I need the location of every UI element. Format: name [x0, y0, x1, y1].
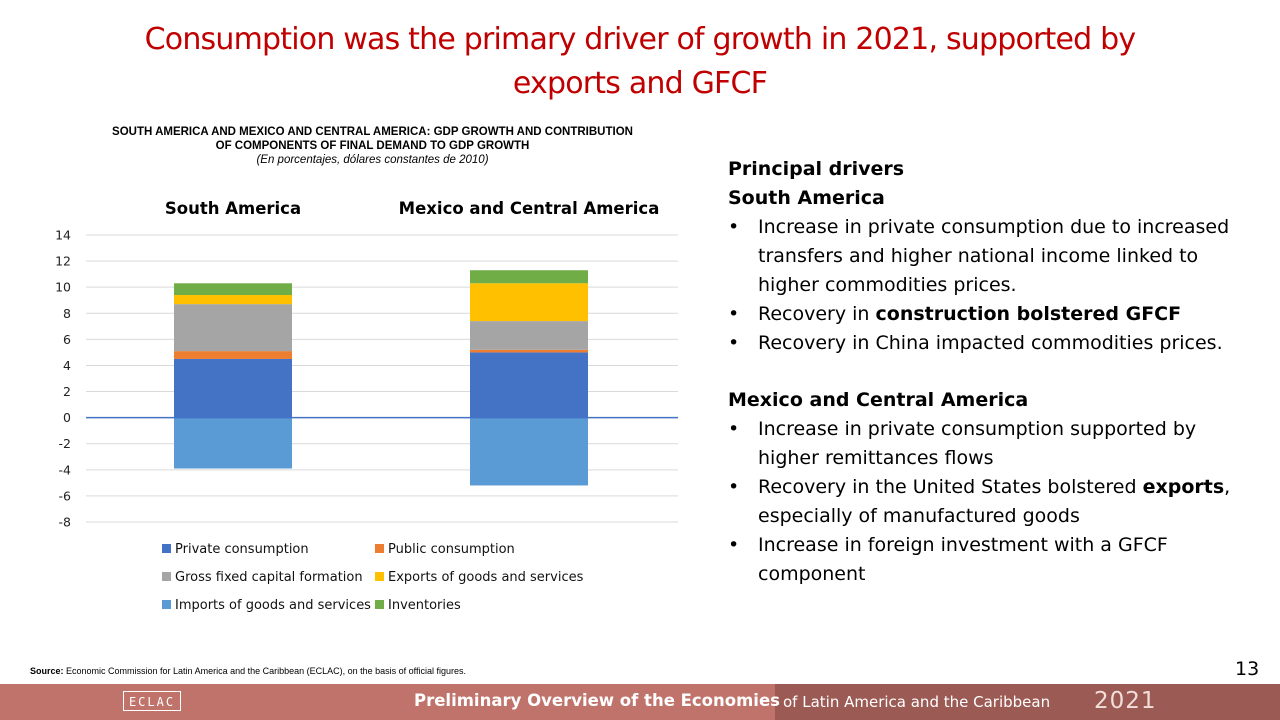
legend-item-private-consumption: Private consumption — [162, 542, 309, 557]
y-tick-label: 10 — [55, 280, 71, 295]
bar-segment — [470, 417, 588, 486]
bar-segment — [174, 283, 292, 296]
legend-swatch-public-consumption — [375, 544, 384, 553]
legend-swatch-inventories — [375, 600, 384, 609]
y-tick-label: 8 — [63, 306, 71, 321]
mexico-central-america-list: Increase in private consumption supporte… — [728, 415, 1258, 589]
page-number: 13 — [1235, 658, 1260, 680]
bullet-text: Recovery in — [758, 303, 876, 325]
chart-header: SOUTH AMERICA AND MEXICO AND CENTRAL AME… — [40, 125, 705, 167]
bar-segment — [174, 351, 292, 359]
y-tick-label: 2 — [63, 384, 71, 399]
chart-title-line2: OF COMPONENTS OF FINAL DEMAND TO GDP GRO… — [215, 140, 530, 152]
list-item: Recovery in construction bolstered GFCF — [728, 300, 1258, 329]
bar-segment — [174, 417, 292, 469]
list-item: Increase in foreign investment with a GF… — [728, 531, 1258, 589]
legend-item-imports: Imports of goods and services — [162, 598, 371, 613]
list-item: Recovery in China impacted commodities p… — [728, 329, 1258, 358]
legend-label-private-consumption: Private consumption — [175, 542, 309, 557]
bar-segment — [470, 352, 588, 418]
legend-label-imports: Imports of goods and services — [175, 598, 371, 613]
bar-segment — [470, 270, 588, 284]
legend-item-exports: Exports of goods and services — [375, 570, 583, 585]
legend-label-gfcf: Gross fixed capital formation — [175, 570, 363, 585]
slide-title-line1: Consumption was the primary driver of gr… — [144, 22, 1137, 57]
south-america-heading: South America — [728, 187, 885, 209]
category-labels: South America Mexico and Central America — [165, 199, 659, 218]
bar-segment — [174, 295, 292, 305]
footer-title: Preliminary Overview of the Economies — [414, 691, 780, 710]
stacked-bar-chart: 14 12 10 8 6 4 2 0 -2 -4 -6 -8 South America Mexico … — [55, 199, 678, 530]
y-tick-label: 14 — [55, 228, 71, 243]
legend-swatch-private-consumption — [162, 544, 171, 553]
chart-title-line1: SOUTH AMERICA AND MEXICO AND CENTRAL AME… — [112, 126, 633, 138]
mexico-central-america-heading: Mexico and Central America — [728, 389, 1029, 411]
y-axis-ticks: 14 12 10 8 6 4 2 0 -2 -4 -6 -8 — [55, 228, 71, 530]
source-text: Economic Commission for Latin America an… — [63, 666, 467, 676]
footer-subtitle: of Latin America and the Caribbean — [783, 693, 1051, 711]
y-tick-label: 4 — [63, 358, 71, 373]
list-item: Recovery in the United States bolstered … — [728, 473, 1258, 531]
footer-band — [775, 684, 1280, 720]
legend-item-inventories: Inventories — [375, 598, 461, 613]
bar-segment — [470, 321, 588, 350]
slide-title-line2: exports and GFCF — [512, 66, 768, 101]
bar-segment — [174, 358, 292, 418]
y-tick-label: -6 — [59, 488, 72, 503]
category-label: Mexico and Central America — [399, 199, 660, 218]
legend-swatch-gfcf — [162, 572, 171, 581]
source-note: Source: Economic Commission for Latin Am… — [30, 666, 466, 676]
drivers-heading: Principal drivers — [728, 158, 905, 180]
legend-label-exports: Exports of goods and services — [388, 570, 584, 585]
slide-title: Consumption was the primary driver of gr… — [60, 18, 1220, 106]
legend-item-gfcf: Gross fixed capital formation — [162, 570, 363, 585]
bullet-bold-text: exports — [1142, 476, 1225, 498]
bar-segment — [470, 349, 588, 353]
eclac-logo: ECLAC — [123, 691, 181, 711]
chart-bars — [174, 270, 588, 486]
y-tick-label: 0 — [63, 410, 71, 425]
source-label: Source: — [30, 666, 64, 676]
footer-bar: ECLAC Preliminary Overview of the Econom… — [0, 684, 1280, 720]
bullet-text: Recovery in the United States bolstered — [758, 476, 1143, 498]
footer-year: 2021 — [1094, 688, 1157, 714]
legend-swatch-imports — [162, 600, 171, 609]
y-tick-label: -8 — [59, 515, 72, 530]
bar-segment — [470, 283, 588, 322]
y-tick-label: -4 — [59, 462, 72, 477]
y-tick-label: -2 — [59, 436, 71, 451]
bullet-text-suffix: , especially of manufactured goods — [758, 476, 1231, 527]
y-tick-label: 12 — [55, 254, 71, 269]
bullet-bold-text: construction bolstered GFCF — [875, 303, 1182, 325]
chart-subtitle: (En porcentajes, dólares constantes de 2… — [256, 154, 489, 166]
bar-segment — [174, 304, 292, 352]
list-item: Increase in private consumption due to i… — [728, 213, 1258, 300]
legend-label-public-consumption: Public consumption — [388, 542, 515, 557]
south-america-list: Increase in private consumption due to i… — [728, 213, 1258, 358]
legend-swatch-exports — [375, 572, 384, 581]
y-tick-label: 6 — [63, 332, 71, 347]
category-label: South America — [165, 199, 301, 218]
drivers-panel: Principal drivers South America Increase… — [728, 155, 1258, 589]
list-item: Increase in private consumption supporte… — [728, 415, 1258, 473]
legend-label-inventories: Inventories — [388, 598, 461, 613]
legend-item-public-consumption: Public consumption — [375, 542, 515, 557]
